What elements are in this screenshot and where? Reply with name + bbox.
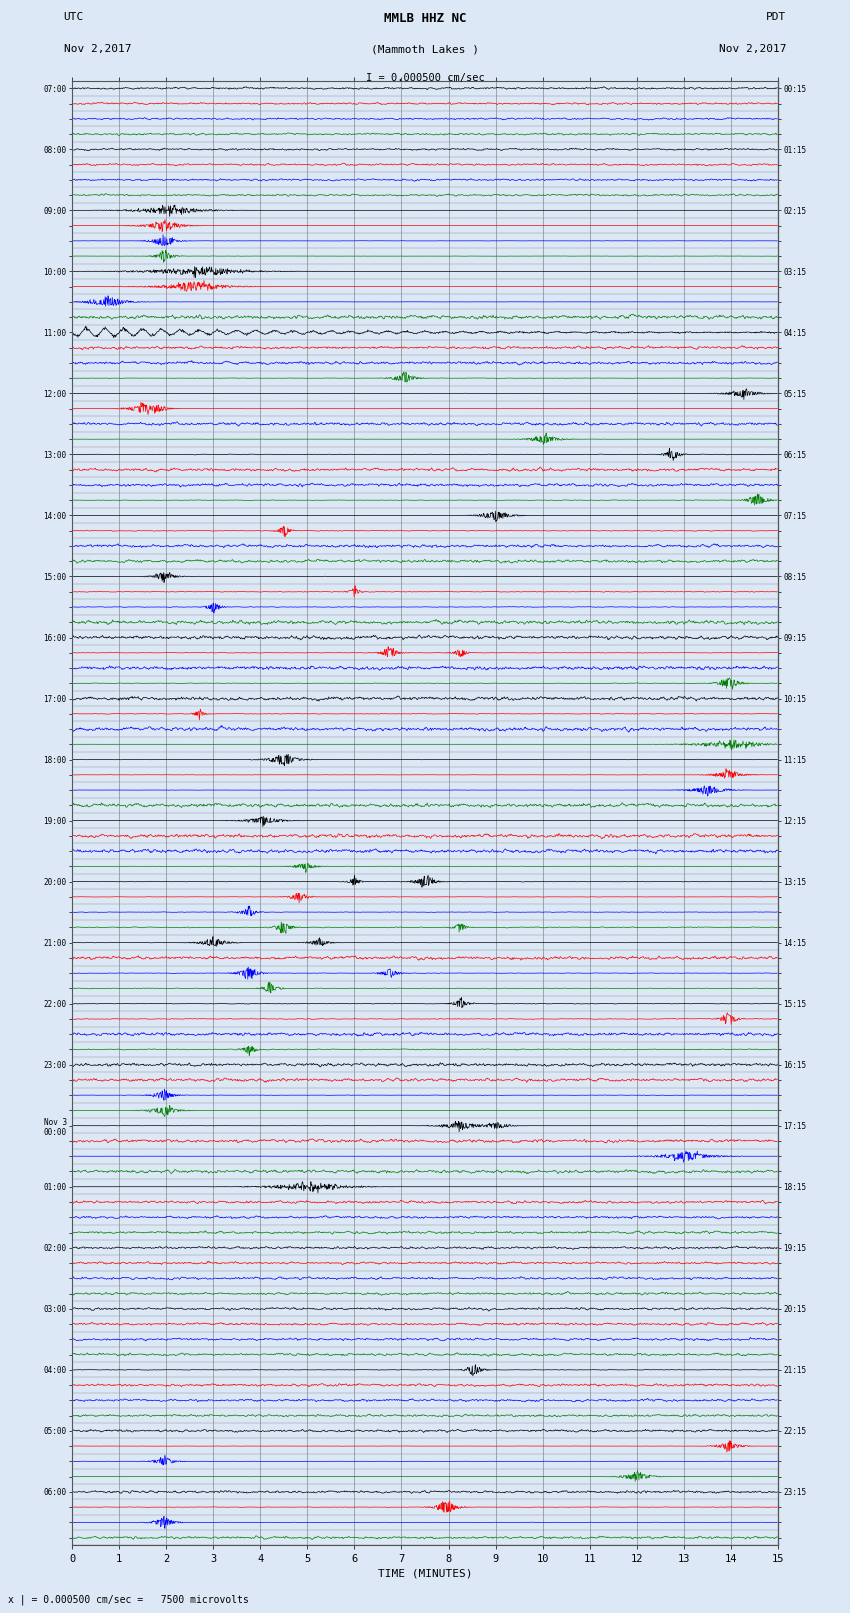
Text: I = 0.000500 cm/sec: I = 0.000500 cm/sec <box>366 73 484 82</box>
Text: (Mammoth Lakes ): (Mammoth Lakes ) <box>371 44 479 55</box>
X-axis label: TIME (MINUTES): TIME (MINUTES) <box>377 1568 473 1579</box>
Text: Nov 2,2017: Nov 2,2017 <box>719 44 786 55</box>
Text: PDT: PDT <box>766 11 786 23</box>
Text: MMLB HHZ NC: MMLB HHZ NC <box>383 11 467 26</box>
Text: UTC: UTC <box>64 11 84 23</box>
Text: Nov 2,2017: Nov 2,2017 <box>64 44 131 55</box>
Text: x | = 0.000500 cm/sec =   7500 microvolts: x | = 0.000500 cm/sec = 7500 microvolts <box>8 1594 249 1605</box>
